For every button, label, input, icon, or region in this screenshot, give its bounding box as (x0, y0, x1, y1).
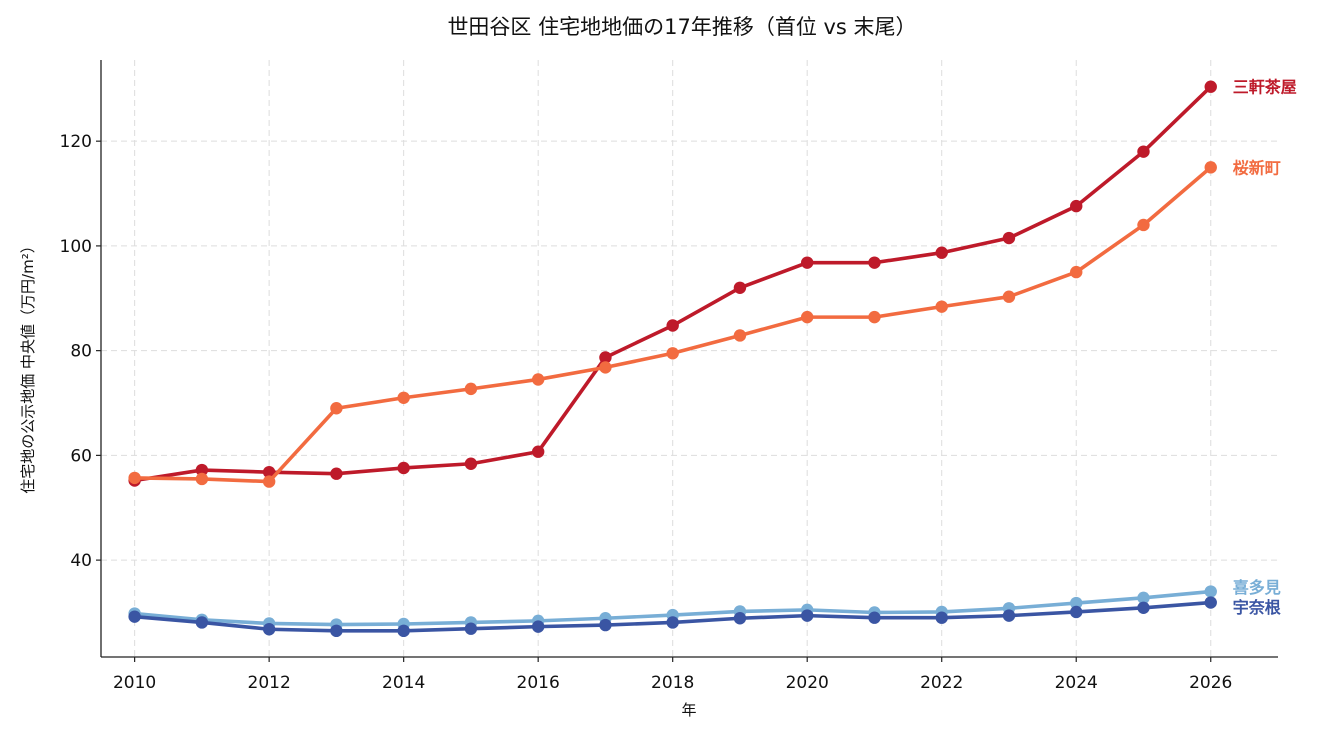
y-tick-label: 120 (60, 132, 92, 152)
data-point (330, 467, 343, 480)
data-point (1137, 591, 1150, 605)
data-point (666, 616, 679, 629)
tick-labels: 2010 2012 2014 2016 2018 2020 2022 2024 2026 40 60… (60, 132, 1233, 693)
y-tick-label: 80 (70, 342, 92, 362)
grid (101, 60, 1278, 657)
series-end-label: 宇奈根 (1233, 598, 1281, 617)
x-tick-label: 2020 (786, 673, 829, 693)
data-point (1204, 80, 1217, 93)
data-point (868, 611, 881, 624)
data-point (599, 351, 612, 364)
data-point (195, 472, 209, 486)
data-point (262, 475, 276, 488)
data-point (397, 391, 410, 404)
x-tick-label: 2024 (1055, 673, 1098, 693)
data-point (195, 463, 209, 477)
data-point (1002, 290, 1016, 303)
data-point (935, 611, 948, 624)
data-point (733, 281, 747, 295)
y-axis-label: 住宅地の公示地価 中央値（万円/m²） (19, 238, 37, 493)
data-point (1204, 585, 1217, 598)
data-point (262, 623, 276, 636)
data-point (128, 471, 141, 485)
data-point (801, 609, 814, 622)
data-point (868, 256, 881, 269)
data-point (868, 310, 881, 324)
series-end-label: 三軒茶屋 (1233, 78, 1297, 97)
series-宇奈根 (128, 596, 1217, 638)
data-point (935, 300, 948, 313)
data-point (599, 618, 612, 632)
y-tick-label: 60 (70, 446, 92, 466)
y-tick-label: 100 (60, 237, 92, 257)
x-tick-label: 2026 (1189, 673, 1232, 693)
data-point (1070, 596, 1083, 610)
x-tick-label: 2022 (920, 673, 963, 693)
x-tick-label: 2012 (248, 673, 291, 693)
x-tick-label: 2014 (382, 673, 425, 693)
data-point (801, 310, 814, 324)
y-tick-label: 40 (70, 551, 92, 571)
x-tick-label: 2010 (113, 673, 156, 693)
data-point (1204, 161, 1217, 174)
series-end-label: 桜新町 (1233, 158, 1281, 177)
data-point (935, 246, 948, 259)
data-point (1137, 218, 1150, 232)
x-tick-label: 2018 (651, 673, 694, 693)
axes (96, 60, 1278, 662)
data-point (531, 445, 545, 458)
data-point (801, 256, 814, 269)
x-tick-label: 2016 (517, 673, 560, 693)
data-point (1204, 596, 1217, 609)
series-end-label: 喜多見 (1233, 578, 1281, 597)
data-point (1070, 265, 1083, 279)
data-point (128, 610, 141, 623)
data-point (1002, 231, 1016, 245)
data-point (330, 624, 343, 638)
series-三軒茶屋 (128, 80, 1217, 487)
data-point (1002, 609, 1016, 622)
data-point (531, 373, 545, 386)
data-point (531, 620, 545, 633)
x-axis-label: 年 (681, 701, 696, 719)
data-point (733, 612, 747, 625)
data-point (1070, 605, 1083, 619)
data-point (195, 616, 209, 629)
chart-title: 世田谷区 住宅地地価の17年推移（首位 vs 末尾） (447, 15, 916, 39)
series-桜新町 (128, 161, 1217, 488)
data-point (1137, 601, 1150, 614)
data-point (330, 402, 343, 415)
data-point (262, 465, 276, 479)
data-point (397, 624, 410, 638)
data-point (1137, 145, 1150, 158)
data-point (666, 347, 679, 360)
data-point (464, 457, 478, 470)
data-point (464, 382, 478, 396)
data-point (733, 329, 747, 342)
data-point (1070, 199, 1083, 213)
data-point (599, 361, 612, 374)
data-point (397, 461, 410, 475)
data-point (464, 622, 478, 635)
data-point (666, 319, 679, 332)
series-group (128, 80, 1217, 638)
